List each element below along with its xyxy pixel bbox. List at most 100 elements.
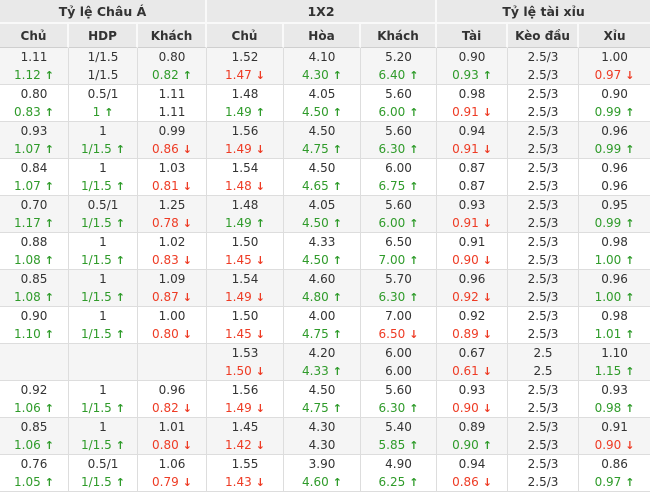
odds-value-previous: 2.5 [533,346,553,360]
odds-value-previous: 4.50 [308,161,336,175]
odds-cell: 1.11 1.11 [138,85,207,122]
odds-value-current: 0.91 ↓ [437,214,507,232]
odds-row: 1.53 1.50 ↓ 4.20 4.33 ↑ 6.00 6.00 0.67 0.61 ↓ 2.5 2.… [0,344,650,381]
trend-up-arrow-icon: ↑ [332,106,342,119]
odds-value-current: 2.5/3 [508,288,578,306]
trend-up-arrow-icon: ↑ [409,291,419,304]
odds-cell: 0.67 0.61 ↓ [437,344,509,381]
odds-value-current: 1/1.5 ↑ [69,214,137,232]
trend-up-arrow-icon: ↑ [44,254,54,267]
odds-number: 1/1.5 [81,216,112,230]
odds-cell: 1.00 0.80 ↓ [138,307,207,344]
odds-cell: 2.5/3 2.5/3 [508,418,580,455]
col-header-ah-away: Khách [138,24,207,48]
odds-value-current: 6.30 ↑ [361,140,436,158]
odds-value-previous: 2.5/3 [527,457,559,471]
odds-number: 1.06 [14,438,41,452]
odds-value-previous: 1.25 [158,198,186,212]
odds-value-previous [0,344,68,362]
odds-number: 2.5 [533,364,553,378]
odds-value-current: 4.80 ↑ [284,288,360,306]
odds-cell: 0.95 0.99 ↑ [579,196,650,233]
trend-up-arrow-icon: ↑ [115,402,125,415]
odds-cell: 1.55 1.43 ↓ [207,455,284,492]
odds-value-previous: 0.86 [601,457,628,471]
odds-number: 0.93 [452,68,479,82]
odds-number: 1/1.5 [81,401,112,415]
odds-cell: 1.52 1.47 ↓ [207,48,284,85]
odds-cell: 2.5/3 2.5/3 [508,307,580,344]
odds-value-current: 2.5/3 [508,66,578,84]
trend-down-arrow-icon: ↓ [482,217,492,230]
odds-cell: 4.10 4.30 ↑ [284,48,361,85]
odds-value-current: 0.78 ↓ [138,214,206,232]
odds-cell: 0.90 0.93 ↑ [437,48,509,85]
odds-number: 0.61 [452,364,479,378]
trend-up-arrow-icon: ↑ [332,254,342,267]
odds-value-current: 6.50 ↓ [361,325,436,343]
odds-number: 4.65 [302,179,329,193]
trend-up-arrow-icon: ↑ [625,143,635,156]
odds-value-current: 0.61 ↓ [437,362,507,380]
trend-up-arrow-icon: ↑ [409,402,419,415]
odds-cell: 2.5/3 2.5/3 [508,159,580,196]
trend-up-arrow-icon: ↑ [625,328,635,341]
odds-cell: 1 1/1.5 ↑ [69,233,138,270]
odds-value-current: 1/1.5 ↑ [69,140,137,158]
odds-cell: 0.85 1.08 ↑ [0,270,69,307]
trend-up-arrow-icon: ↑ [332,217,342,230]
trend-up-arrow-icon: ↑ [44,69,54,82]
odds-number: 4.75 [302,401,329,415]
odds-value-previous: 0.95 [601,198,628,212]
odds-value-current: 0.80 ↓ [138,325,206,343]
odds-value-previous: 5.70 [385,272,412,286]
odds-value-current: 0.93 ↑ [437,66,507,84]
odds-value-current: 4.30 [284,436,360,454]
odds-value-previous: 1 [99,420,107,434]
odds-value-current: 2.5/3 [508,140,578,158]
odds-value-current: 1/1.5 ↑ [69,399,137,417]
odds-value-previous: 1.01 [158,420,186,434]
odds-number: 4.30 [308,438,336,452]
odds-value-current: 2.5/3 [508,436,578,454]
odds-cell: 1 1/1.5 ↑ [69,270,138,307]
odds-cell: 1.09 0.87 ↓ [138,270,207,307]
odds-cell: 1/1.5 1/1.5 [69,48,138,85]
odds-value-previous: 0.76 [20,457,48,471]
odds-value-previous: 2.5/3 [527,272,559,286]
odds-cell: 0.90 1.10 ↑ [0,307,69,344]
odds-value-current: 2.5/3 [508,103,578,121]
odds-cell: 0.89 0.90 ↑ [437,418,509,455]
odds-cell: 4.00 4.75 ↑ [284,307,361,344]
odds-value-previous: 1 [99,383,107,397]
section-title-over-under: Tỷ lệ tài xỉu [437,0,650,24]
odds-value-previous: 1.50 [231,309,259,323]
odds-value-previous: 0.96 [601,124,628,138]
odds-number: 2.5/3 [527,253,559,267]
odds-value-current: 1.43 ↓ [207,473,283,491]
odds-value-current: 4.75 ↑ [284,140,360,158]
odds-number: 0.91 [452,216,479,230]
odds-row: 1.11 1.12 ↑ 1/1.5 1/1.5 0.80 0.82 ↑ 1.52 1.47 ↓ 4.1… [0,48,650,85]
trend-down-arrow-icon: ↓ [182,439,192,452]
trend-up-arrow-icon: ↑ [409,143,419,156]
odds-value-previous: 2.5/3 [527,87,559,101]
odds-value-current: 0.80 ↓ [138,436,206,454]
odds-cell: 3.90 4.60 ↑ [284,455,361,492]
odds-number: 1.50 [225,364,252,378]
odds-number: 1.47 [225,68,252,82]
trend-down-arrow-icon: ↓ [255,476,265,489]
odds-number: 4.33 [302,364,329,378]
odds-value-previous: 6.50 [385,235,412,249]
odds-number: 0.91 [452,105,479,119]
odds-cell: 0.70 1.17 ↑ [0,196,69,233]
odds-number: 6.00 [378,216,406,230]
odds-value-previous: 0.5/1 [87,457,119,471]
odds-value-current: 2.5/3 [508,399,578,417]
odds-value-previous: 1.55 [231,457,259,471]
odds-value-previous: 0.98 [458,87,486,101]
odds-number: 1.05 [14,475,41,489]
odds-value-current: 4.60 ↑ [284,473,360,491]
trend-up-arrow-icon: ↑ [104,106,114,119]
